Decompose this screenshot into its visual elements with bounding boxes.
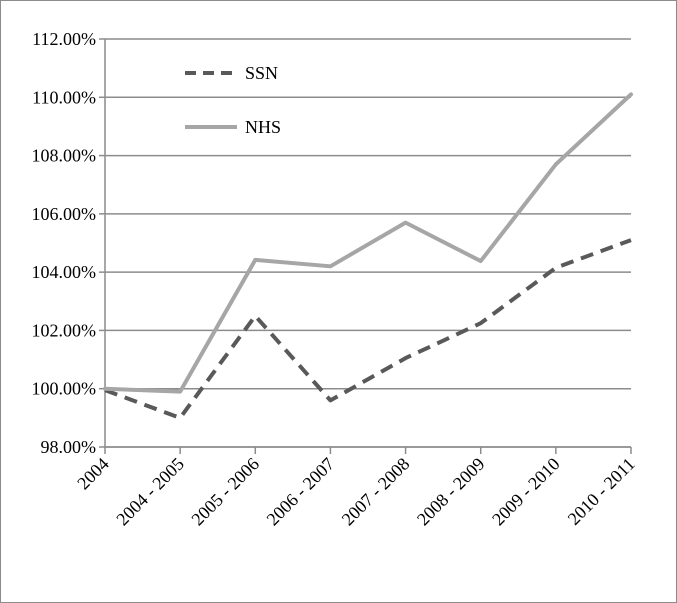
x-tick-label: 2005 - 2006 xyxy=(187,454,263,530)
series-line-nhs xyxy=(103,92,633,394)
data-point-nhs xyxy=(255,259,256,260)
x-tick-label: 2009 - 2010 xyxy=(488,454,564,530)
legend-label-ssn: SSN xyxy=(245,63,278,83)
data-point-ssn xyxy=(555,267,556,268)
data-point-ssn xyxy=(480,323,481,324)
data-point-nhs xyxy=(555,164,556,165)
data-point-nhs xyxy=(480,261,481,262)
data-point-nhs xyxy=(405,222,406,223)
data-point-ssn xyxy=(330,400,331,401)
x-tick-label: 2006 - 2007 xyxy=(263,454,339,530)
axes xyxy=(99,38,632,454)
x-tick-label: 2010 - 2011 xyxy=(564,454,639,529)
x-tick-label: 2007 - 2008 xyxy=(338,454,414,530)
gridlines xyxy=(105,38,631,448)
y-tick-label: 100.00% xyxy=(32,379,97,399)
data-point-nhs xyxy=(180,391,181,392)
x-tick-label: 2004 xyxy=(73,454,113,494)
y-tick-labels: 98.00% 100.00% 102.00% 104.00% 106.00% 108.00… xyxy=(32,29,97,457)
legend: SSN NHS xyxy=(185,63,281,137)
x-tick-labels: 2004 2004 - 2005 2005 - 2006 2006 - 2007 200… xyxy=(73,454,639,530)
x-tick-label: 2004 - 2005 xyxy=(112,454,188,530)
data-point-ssn xyxy=(180,417,181,418)
data-point-ssn xyxy=(631,240,632,241)
y-tick-label: 98.00% xyxy=(41,437,97,457)
series-line-ssn xyxy=(104,238,632,420)
series-lines xyxy=(103,92,633,420)
y-tick-label: 110.00% xyxy=(32,87,96,107)
data-point-ssn xyxy=(405,358,406,359)
y-tick-label: 108.00% xyxy=(32,146,97,166)
x-tick-label: 2008 - 2009 xyxy=(413,454,489,530)
data-point-nhs xyxy=(631,94,632,95)
y-tick-label: 112.00% xyxy=(32,29,96,49)
y-tick-label: 106.00% xyxy=(32,204,97,224)
y-tick-label: 104.00% xyxy=(32,262,97,282)
data-point-nhs xyxy=(105,388,106,389)
data-point-nhs xyxy=(330,266,331,267)
data-point-ssn xyxy=(255,315,256,316)
y-tick-label: 102.00% xyxy=(32,320,97,340)
legend-label-nhs: NHS xyxy=(245,117,281,137)
